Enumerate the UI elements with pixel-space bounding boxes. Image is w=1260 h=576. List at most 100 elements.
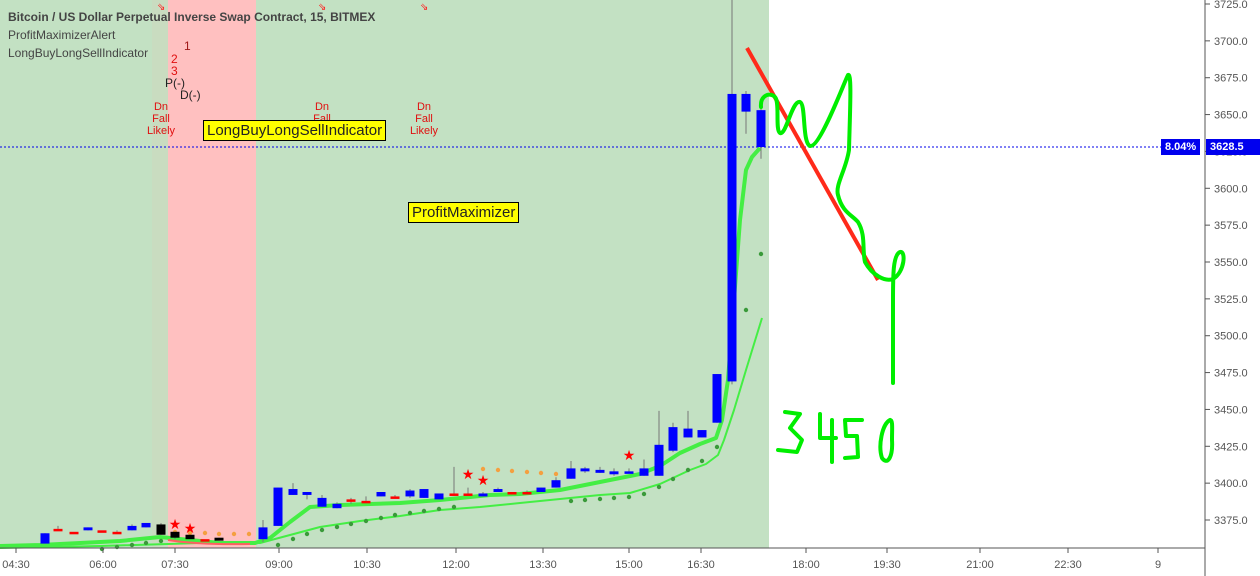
time-tick-label: 15:00: [615, 559, 643, 571]
candle-body[interactable]: [40, 533, 50, 544]
candle-body[interactable]: [683, 428, 693, 438]
candle-body[interactable]: [478, 493, 488, 497]
candle-body[interactable]: [756, 110, 766, 148]
signal-d: D(-): [180, 88, 201, 102]
candle-body[interactable]: [727, 93, 737, 382]
candle-body[interactable]: [566, 468, 576, 479]
candle-body[interactable]: [668, 427, 678, 451]
legend-symbol-title[interactable]: Bitcoin / US Dollar Perpetual Inverse Sw…: [8, 10, 376, 24]
price-tick-label: 3650.0: [1214, 110, 1248, 122]
candle-body[interactable]: [273, 487, 283, 526]
price-tick-label: 3600.0: [1214, 183, 1248, 195]
candlestick-series[interactable]: [40, 0, 766, 544]
handwritten-3450: [776, 410, 895, 464]
candle-body[interactable]: [346, 499, 356, 502]
candle-body[interactable]: [697, 430, 707, 438]
time-tick-label: 07:30: [161, 559, 189, 571]
price-tick-label: 3425.0: [1214, 441, 1248, 453]
star-icon: ★: [184, 520, 197, 536]
bg-green-zone-1: [0, 0, 152, 548]
candle-body[interactable]: [317, 497, 327, 507]
price-tick-label: 3375.0: [1214, 515, 1248, 527]
candle-body[interactable]: [361, 500, 371, 504]
candle-body[interactable]: [302, 491, 312, 495]
candle-body[interactable]: [405, 490, 415, 497]
candle-body[interactable]: [53, 528, 63, 532]
signal-1: 1: [184, 39, 191, 53]
candle-body[interactable]: [609, 471, 619, 475]
time-tick-label: 04:30: [2, 559, 30, 571]
time-tick-label: 18:00: [792, 559, 820, 571]
candle-body[interactable]: [434, 493, 444, 500]
candle-body[interactable]: [185, 534, 195, 540]
candle-body[interactable]: [712, 374, 722, 423]
bg-grey-zone: [152, 0, 168, 548]
dn-fall-likely-1: Dn Fall Likely: [146, 101, 176, 137]
candle-body[interactable]: [493, 489, 503, 492]
signal-3: 3: [171, 64, 178, 78]
freehand-drawing-path[interactable]: [758, 72, 906, 385]
price-tick-label: 3500.0: [1214, 331, 1248, 343]
profit-maximizer-label[interactable]: ProfitMaximizer: [408, 202, 520, 223]
candle-body[interactable]: [141, 522, 151, 528]
candle-body[interactable]: [332, 503, 342, 509]
candle-body[interactable]: [112, 531, 122, 535]
price-ticks: 3725.03700.03675.03650.03625.03600.03575…: [1205, 0, 1248, 527]
candle-body[interactable]: [200, 539, 210, 542]
candle-body[interactable]: [463, 493, 473, 496]
legend-indicator-2[interactable]: LongBuyLongSellIndicator: [8, 46, 149, 60]
price-tick-label: 3450.0: [1214, 404, 1248, 416]
candle-body[interactable]: [449, 493, 459, 496]
candle-body[interactable]: [390, 496, 400, 499]
candle-body[interactable]: [639, 468, 649, 476]
bg-red-zone: [168, 0, 256, 548]
legend-indicator-1[interactable]: ProfitMaximizerAlert: [8, 28, 116, 42]
ma-slow-line: [0, 317, 763, 549]
price-tick-label: 3700.0: [1214, 36, 1248, 48]
candle-body[interactable]: [507, 491, 517, 495]
price-tick-label: 3725.0: [1214, 0, 1248, 11]
candle-body[interactable]: [595, 469, 605, 473]
candle-body[interactable]: [288, 489, 298, 495]
candle-body[interactable]: [83, 527, 93, 531]
candle-body[interactable]: [654, 444, 664, 476]
star-icon: ★: [477, 472, 490, 488]
candle-body[interactable]: [156, 524, 166, 535]
price-tick-label: 3575.0: [1214, 220, 1248, 232]
candle-body[interactable]: [170, 531, 180, 538]
candle-body[interactable]: [258, 527, 268, 540]
star-icon: ★: [169, 516, 182, 532]
trendline-drawing[interactable]: [745, 47, 880, 281]
time-tick-label: 21:00: [966, 559, 994, 571]
time-tick-label: 16:30: [687, 559, 715, 571]
longbuy-indicator-label[interactable]: LongBuyLongSellIndicator: [203, 120, 387, 141]
candle-body[interactable]: [127, 525, 137, 531]
green-dot-series: [99, 251, 764, 552]
candle-body[interactable]: [551, 480, 561, 488]
price-tick-label: 3475.0: [1214, 368, 1248, 380]
candle-body[interactable]: [580, 468, 590, 472]
time-tick-label: 22:30: [1054, 559, 1082, 571]
price-change-tag: 8.04%: [1161, 139, 1201, 155]
double-down-arrow-icon: ⇘: [318, 2, 326, 13]
candle-body[interactable]: [69, 531, 79, 535]
down-arrow-signals: ⇘ ⇘ ⇘: [157, 2, 428, 13]
star-signals: ★ ★ ★ ★ ★: [169, 447, 636, 536]
candle-body[interactable]: [97, 530, 107, 533]
candle-body[interactable]: [624, 471, 634, 474]
candle-body[interactable]: [214, 537, 224, 541]
candle-body[interactable]: [522, 491, 532, 495]
candle-body[interactable]: [741, 93, 751, 112]
candle-body[interactable]: [376, 491, 386, 497]
signal-2: 2: [171, 52, 178, 66]
price-tick-label: 3550.0: [1214, 257, 1248, 269]
double-down-arrow-icon: ⇘: [157, 2, 165, 13]
dn-fall-likely-3: Dn Fall Likely: [409, 101, 439, 137]
red-ma-segment: [167, 539, 251, 546]
candle-body[interactable]: [419, 489, 429, 498]
double-down-arrow-icon: ⇘: [420, 2, 428, 13]
candle-body[interactable]: [536, 487, 546, 492]
time-tick-label: 10:30: [353, 559, 381, 571]
time-tick-label: 06:00: [89, 559, 117, 571]
